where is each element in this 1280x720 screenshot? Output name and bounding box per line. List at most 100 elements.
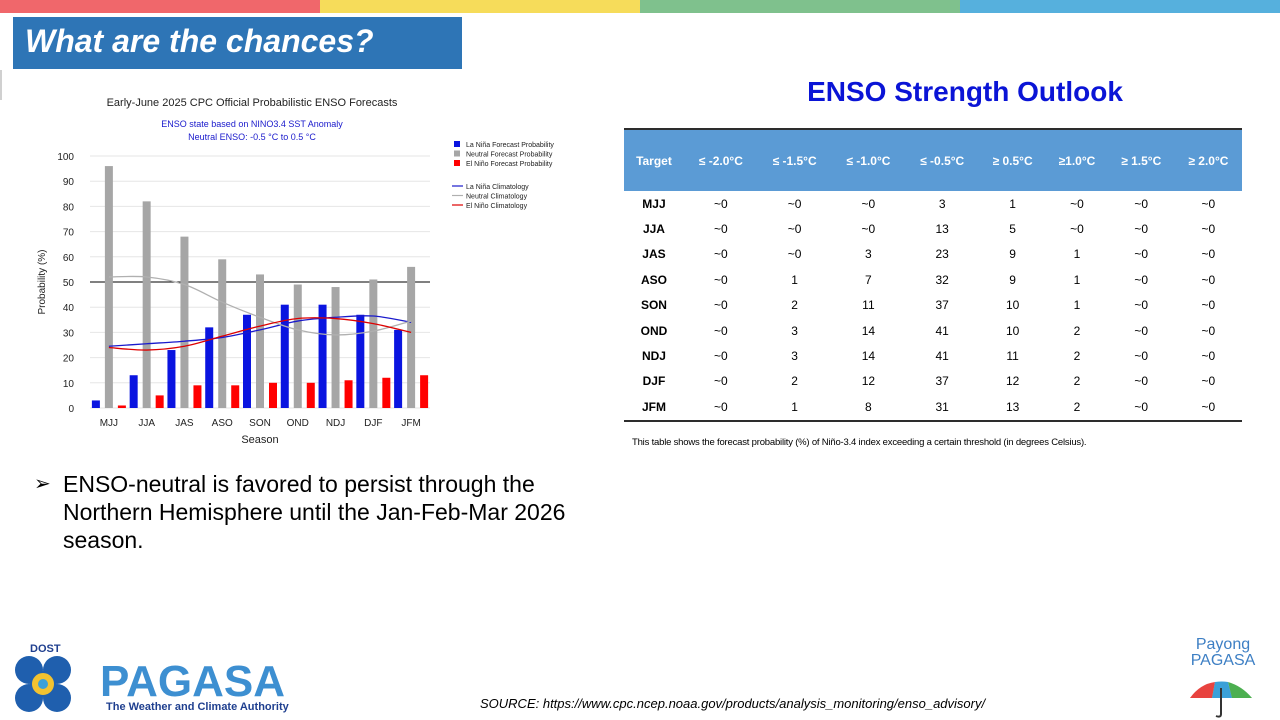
chart-layer: Early-June 2025 CPC Official Probabilist… [37, 97, 554, 446]
stripe-yellow [320, 0, 640, 13]
probability-cell: ~0 [713, 272, 728, 287]
row-target: DJF [642, 374, 666, 389]
probability-cell: 3 [865, 247, 872, 262]
probability-cell: 1 [1073, 247, 1081, 262]
table-row: NDJ ~0 3 14 41 11 2 ~0 ~0 [624, 343, 1242, 368]
table-row: JFM ~0 1 8 31 13 2 ~0 ~0 [624, 394, 1242, 422]
probability-cell: ~0 [1174, 394, 1242, 422]
probability-cell: ~0 [713, 196, 728, 211]
probability-cell: ~0 [713, 323, 728, 338]
y-tick-label: 90 [63, 177, 75, 188]
probability-cell: ~0 [713, 298, 728, 313]
header-threshold: ≥ 1.5°C [1121, 153, 1162, 168]
y-tick-label: 40 [63, 303, 75, 314]
x-tick-label: JAS [175, 418, 194, 429]
stripe-red [0, 0, 320, 13]
row-target: JAS [642, 247, 666, 262]
table-row: DJF ~0 2 12 37 12 2 ~0 ~0 [624, 369, 1242, 394]
payong-label: Payong [1196, 636, 1250, 653]
bar-el-ni-o-forecast-probability [382, 377, 391, 408]
probability-cell: ~0 [787, 196, 802, 211]
legend-label: La Niña Climatology [466, 184, 529, 191]
y-tick-label: 60 [63, 253, 75, 264]
probability-cell: 2 [1046, 394, 1108, 422]
row-target: JJA [642, 222, 665, 237]
x-tick-label: ASO [212, 418, 233, 429]
legend-label: El Niño Forecast Probability [466, 161, 553, 168]
row-target: SON [640, 298, 667, 313]
header-threshold: ≤ -1.5°C [772, 153, 817, 168]
probability-cell: 5 [1009, 222, 1016, 237]
top-color-stripe [0, 0, 1280, 13]
pagasa-emblem-icon [15, 656, 71, 712]
probability-cell: ~0 [787, 247, 802, 262]
probability-cell: 14 [861, 349, 876, 364]
chart-subtitle: Neutral ENSO: -0.5 °C to 0.5 °C [188, 132, 316, 142]
x-tick-label: JJA [138, 418, 155, 429]
table-note: This table shows the forecast probabilit… [632, 437, 1087, 448]
umbrella-icon [1190, 681, 1252, 718]
y-tick-label: 80 [63, 202, 75, 213]
probability-cell: ~0 [1070, 222, 1084, 237]
line-neutral-climatology [108, 275, 412, 336]
pagasa-tagline: The Weather and Climate Authority [106, 701, 290, 713]
bar-la-ni-a-forecast-probability [167, 350, 176, 408]
bar-neutral-forecast-probability [331, 287, 340, 408]
probability-cell: ~0 [1201, 272, 1216, 287]
slide-title: What are the chances? [25, 23, 374, 59]
outlook-table-body: MJJ ~0 ~0 ~0 3 1 ~0 ~0 ~0 JJA ~0 ~0 ~0 13 5 ~0 ~0 ~0 JAS ~0… [624, 191, 1242, 422]
header-threshold: ≥ 0.5°C [992, 153, 1033, 168]
probability-cell: ~0 [1134, 247, 1149, 262]
arrow-bullet-icon: ➢ [34, 473, 51, 495]
x-tick-label: SON [249, 418, 271, 429]
outlook-table-wrap: Target ≤ -2.0°C ≤ -1.5°C ≤ -1.0°C ≤ -0.5°C ≥ … [624, 128, 1242, 422]
legend-swatch [454, 160, 460, 166]
probability-cell: 41 [935, 323, 949, 338]
bar-neutral-forecast-probability [180, 236, 189, 408]
probability-cell: ~0 [1134, 222, 1149, 237]
probability-cell: 3 [938, 196, 946, 211]
row-target: OND [640, 323, 668, 338]
probability-cell: 8 [831, 394, 906, 422]
probability-cell: 12 [861, 374, 876, 389]
probability-cell: 3 [791, 323, 798, 338]
bar-neutral-forecast-probability [218, 259, 227, 408]
bullet-text: ENSO-neutral is favored to persist throu… [63, 471, 566, 553]
header-target: Target [636, 153, 672, 168]
x-axis-label: Season [241, 434, 278, 446]
y-tick-label: 50 [63, 278, 75, 289]
legend-swatch [454, 150, 460, 157]
probability-cell: 3 [791, 349, 798, 364]
probability-cell: ~0 [861, 222, 876, 237]
probability-cell: ~0 [1201, 323, 1216, 338]
probability-cell: 1 [1073, 298, 1081, 313]
probability-cell: 10 [1005, 323, 1020, 338]
row-target: JFM [624, 394, 684, 422]
bar-neutral-forecast-probability [369, 279, 378, 408]
chart-subtitle: ENSO state based on NINO3.4 SST Anomaly [161, 119, 343, 129]
probability-cell: 31 [905, 394, 980, 422]
probability-cell: 32 [935, 272, 949, 287]
bar-el-ni-o-forecast-probability [231, 385, 240, 408]
probability-cell: 37 [935, 298, 949, 313]
bar-neutral-forecast-probability [256, 274, 264, 408]
table-row: MJJ ~0 ~0 ~0 3 1 ~0 ~0 ~0 [624, 191, 1242, 216]
y-tick-label: 100 [57, 152, 74, 163]
row-target: ASO [640, 272, 667, 287]
chart-title: Early-June 2025 CPC Official Probabilist… [107, 97, 398, 109]
probability-cell: ~0 [713, 349, 728, 364]
table-row: JAS ~0 ~0 3 23 9 1 ~0 ~0 [624, 242, 1242, 267]
probability-cell: 13 [935, 222, 949, 237]
dost-label: DOST [30, 643, 61, 655]
probability-cell: 13 [979, 394, 1047, 422]
probability-cell: ~0 [1201, 374, 1216, 389]
probability-cell: 2 [791, 298, 798, 313]
probability-cell: 7 [865, 272, 872, 287]
source-citation: SOURCE: https://www.cpc.ncep.noaa.gov/pr… [480, 696, 986, 711]
table-row: OND ~0 3 14 41 10 2 ~0 ~0 [624, 318, 1242, 343]
legend-label: Neutral Climatology [466, 194, 528, 201]
outlook-table-header-row: Target ≤ -2.0°C ≤ -1.5°C ≤ -1.0°C ≤ -0.5°C ≥ … [624, 129, 1242, 191]
bar-la-ni-a-forecast-probability [356, 314, 365, 408]
bar-la-ni-a-forecast-probability [91, 400, 100, 408]
y-tick-label: 70 [63, 228, 75, 239]
